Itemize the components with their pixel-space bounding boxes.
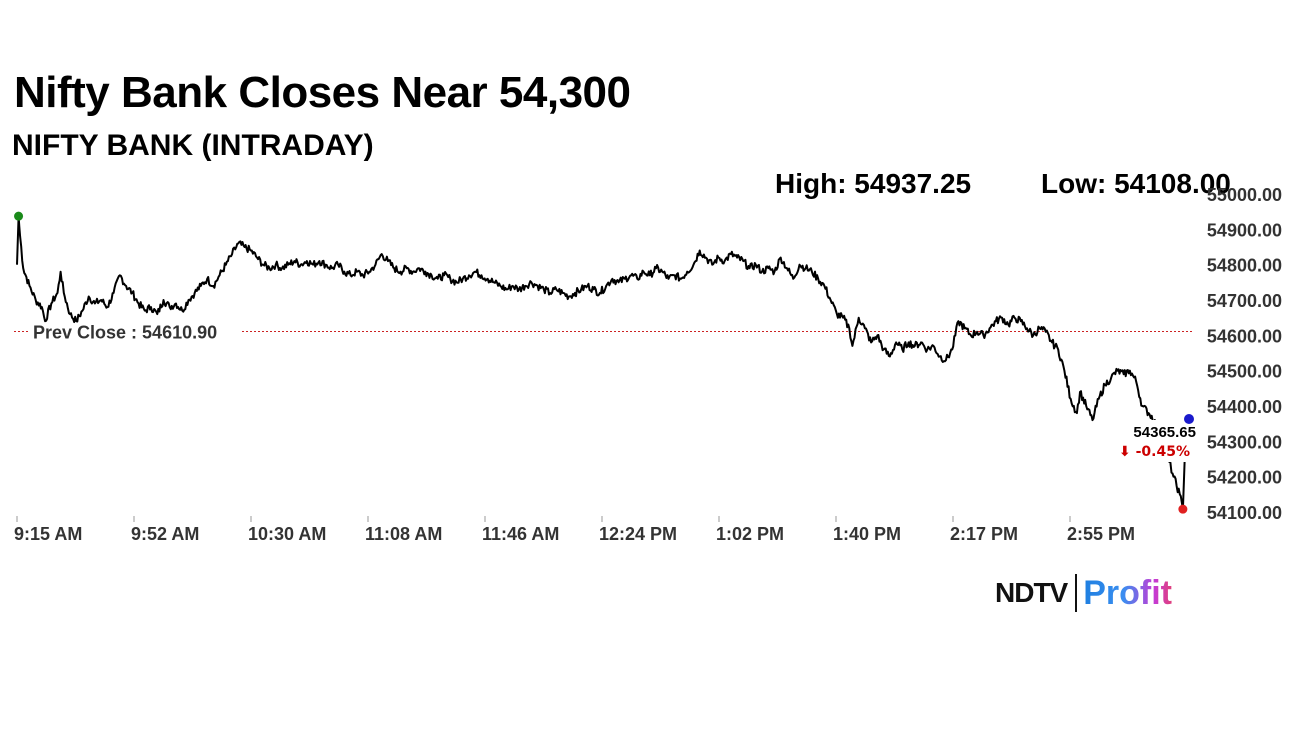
y-tick-label: 54300.00 (1207, 432, 1282, 452)
y-tick-label: 54900.00 (1207, 220, 1282, 240)
low-value: Low: 54108.00 (1041, 168, 1231, 199)
x-tick-label: 10:30 AM (248, 524, 326, 544)
last-value-label: 54365.65 (1133, 424, 1196, 441)
y-axis: 54100.00 54200.00 54300.00 54400.00 54500.00… (1207, 185, 1282, 523)
y-tick-label: 54500.00 (1207, 362, 1282, 382)
high-value: High: 54937.25 (775, 168, 972, 199)
high-marker (14, 211, 24, 221)
y-tick-label: 54200.00 (1207, 468, 1282, 488)
series-line (16, 215, 1187, 511)
y-tick-label: 55000.00 (1207, 185, 1282, 205)
last-value-label-bg (1122, 420, 1198, 462)
x-tick-label: 9:52 AM (131, 524, 199, 544)
x-tick-label: 12:24 PM (599, 524, 677, 544)
x-axis: 9:15 AM 9:52 AM 10:30 AM 11:08 AM 11:46 AM 12… (14, 516, 1135, 544)
y-tick-label: 54800.00 (1207, 256, 1282, 276)
y-tick-label: 54700.00 (1207, 291, 1282, 311)
x-tick-label: 11:08 AM (365, 524, 442, 544)
logo-profit-text: Profit (1083, 573, 1173, 612)
x-tick-label: 2:55 PM (1067, 524, 1135, 544)
low-marker (1178, 504, 1188, 514)
x-tick-label: 1:40 PM (833, 524, 901, 544)
last-marker (1184, 414, 1194, 424)
y-tick-label: 54600.00 (1207, 326, 1282, 346)
y-tick-label: 54400.00 (1207, 397, 1282, 417)
chart-subtitle: NIFTY BANK (INTRADAY) (12, 129, 374, 162)
ndtv-profit-logo: NDTV Profit (995, 573, 1172, 613)
y-tick-label: 54100.00 (1207, 503, 1282, 523)
x-tick-label: 11:46 AM (482, 524, 559, 544)
prev-close-label-bg (28, 322, 242, 341)
x-tick-label: 9:15 AM (14, 524, 82, 544)
prev-close-label: Prev Close : 54610.90 (33, 322, 217, 342)
logo-divider (1075, 574, 1078, 612)
chart-title: Nifty Bank Closes Near 54,300 (14, 68, 631, 117)
x-tick-label: 1:02 PM (716, 524, 784, 544)
change-label: ⬇ -0.45% (1119, 444, 1190, 460)
logo-ndtv-text: NDTV (995, 577, 1068, 608)
x-tick-label: 2:17 PM (950, 524, 1018, 544)
